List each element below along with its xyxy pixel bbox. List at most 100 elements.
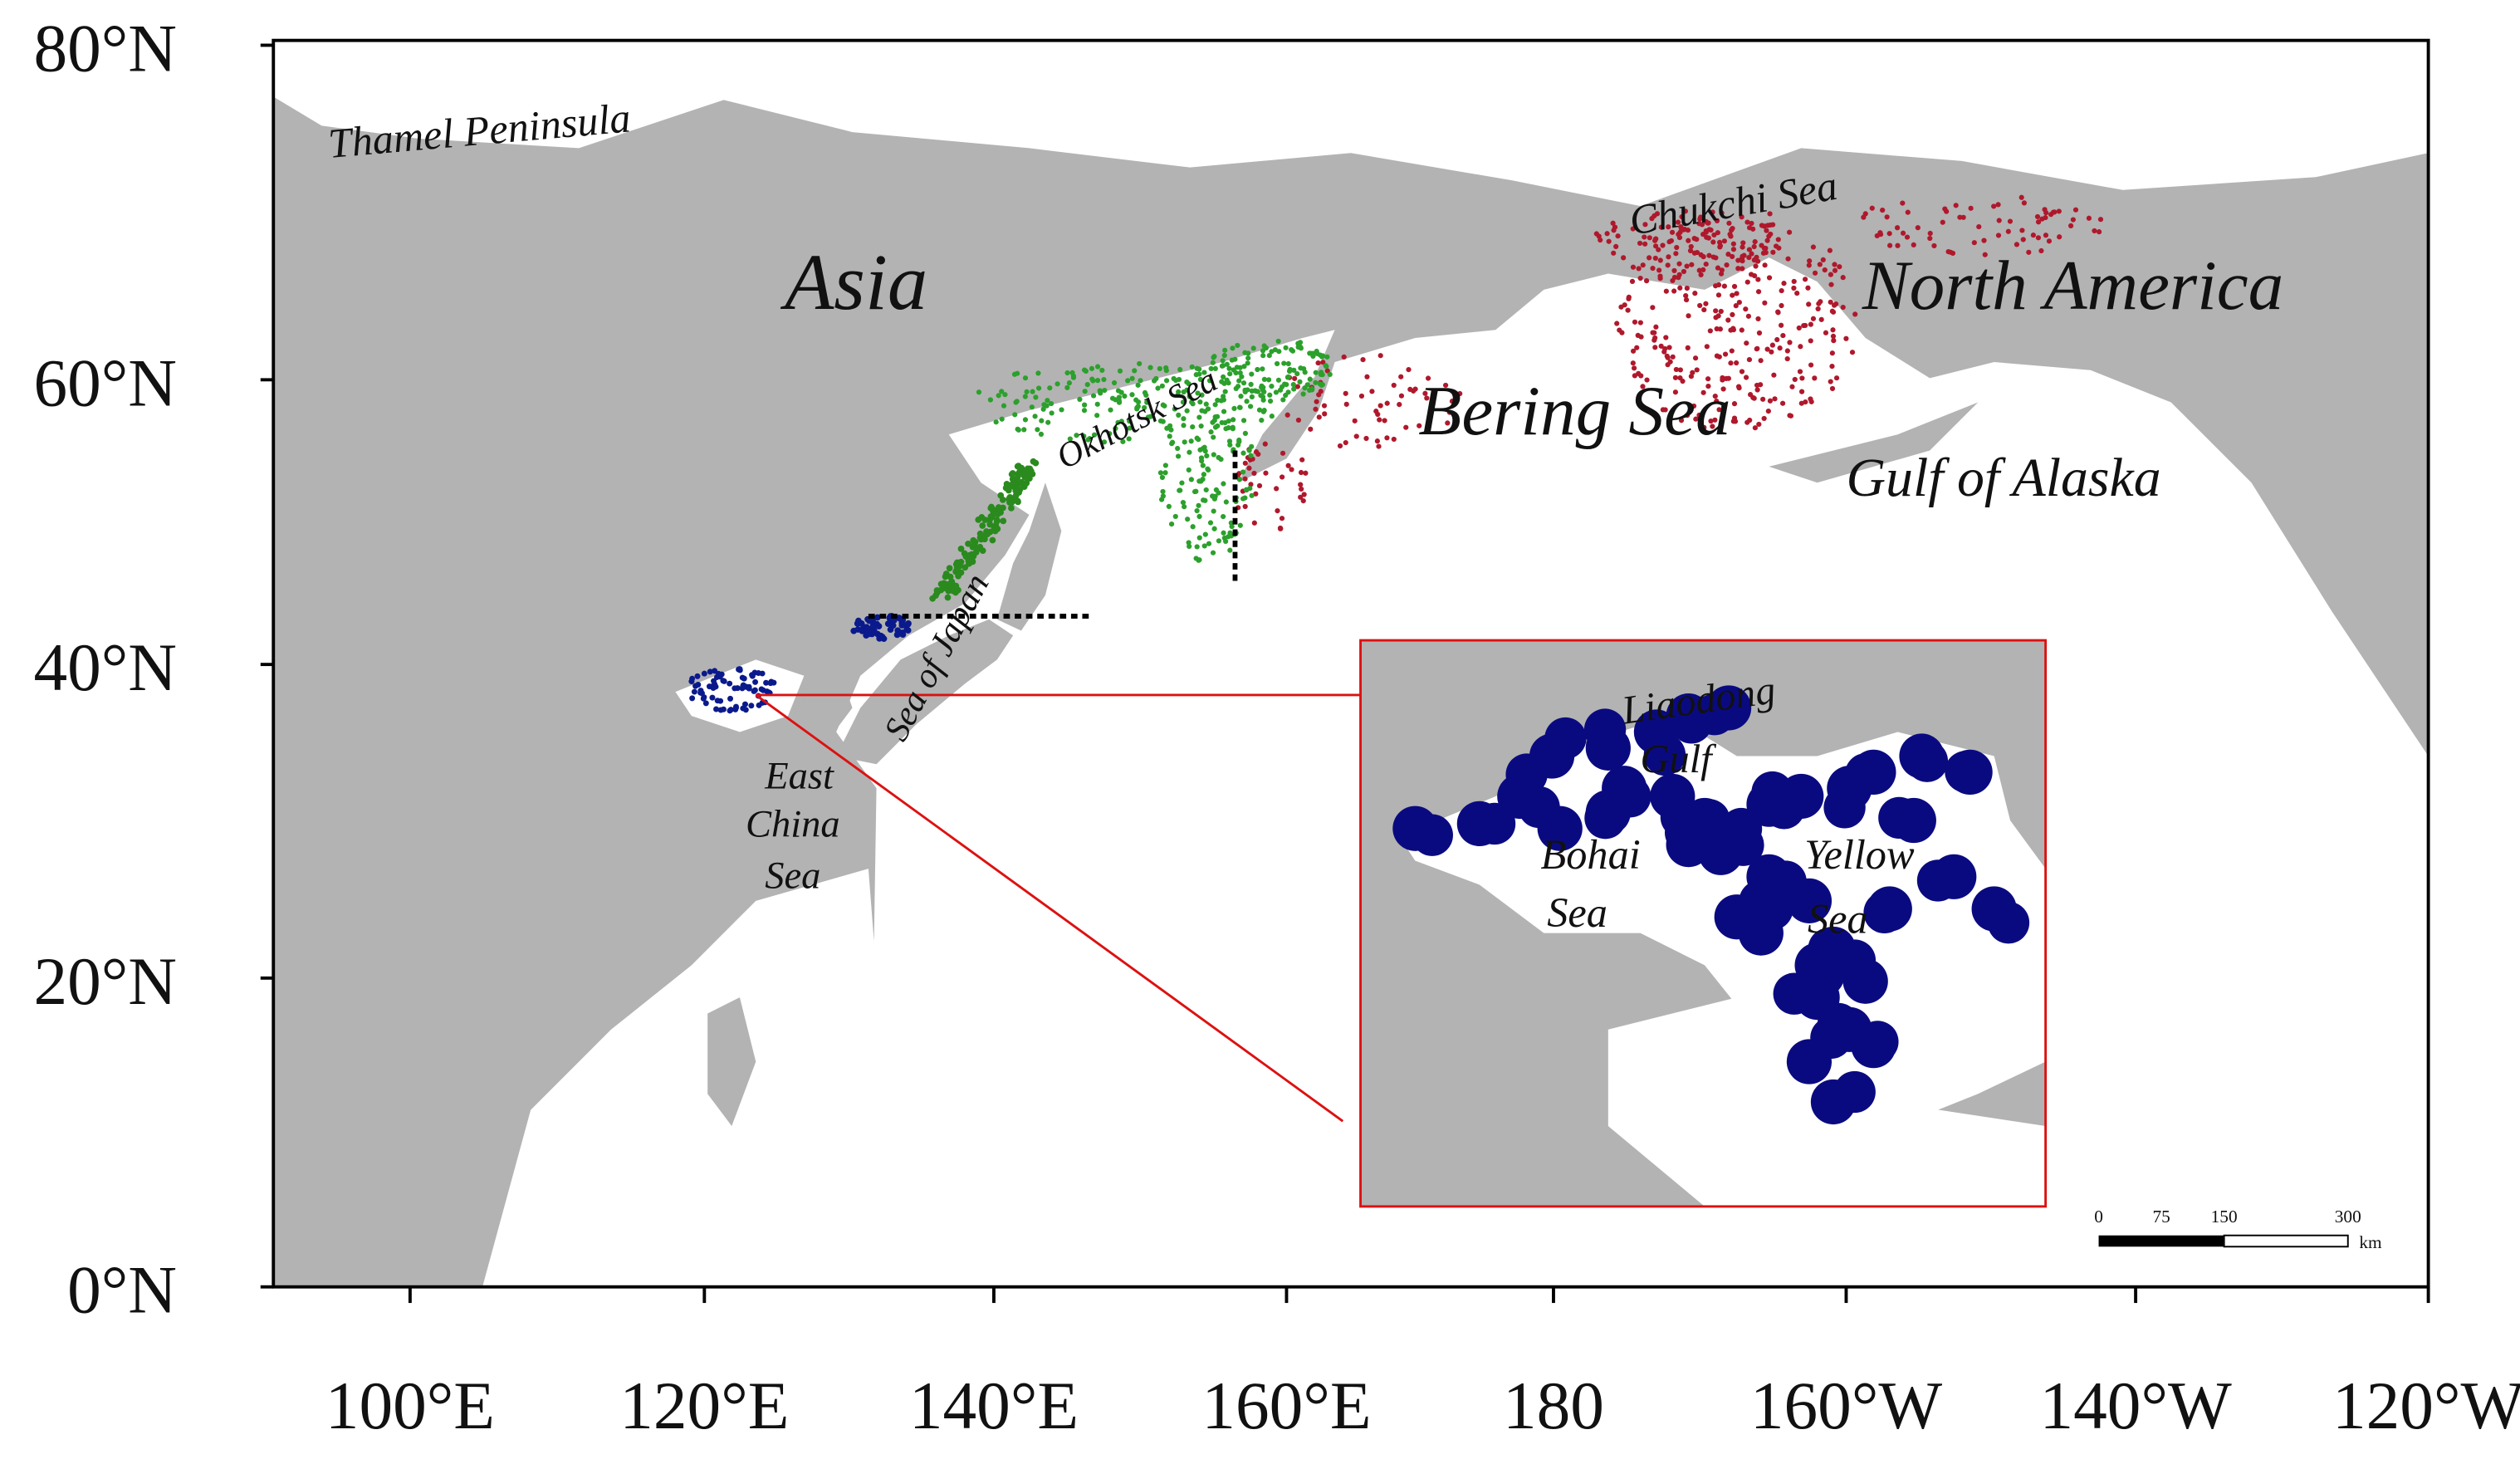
point xyxy=(1181,423,1187,428)
point xyxy=(884,620,892,627)
point xyxy=(1200,497,1206,503)
point xyxy=(875,623,883,629)
point xyxy=(1712,394,1718,399)
lat-label: 40°N xyxy=(33,630,177,705)
point xyxy=(1606,238,1612,244)
point xyxy=(1739,214,1744,220)
point xyxy=(1691,403,1697,409)
point xyxy=(1647,255,1652,261)
point xyxy=(1382,418,1387,424)
point xyxy=(1087,436,1093,442)
point xyxy=(2034,213,2041,220)
point xyxy=(1636,370,1642,376)
point xyxy=(1708,227,1714,233)
point xyxy=(1705,383,1711,389)
point xyxy=(869,617,876,624)
point xyxy=(1422,390,1428,396)
inset-label: Sea xyxy=(1808,896,1868,943)
point xyxy=(1212,365,1218,371)
point xyxy=(1684,263,1690,269)
point xyxy=(1730,292,1735,298)
point xyxy=(1763,245,1769,252)
point xyxy=(1284,375,1291,380)
point xyxy=(855,617,862,624)
point xyxy=(1671,288,1677,294)
point xyxy=(1613,243,1619,249)
point xyxy=(2086,215,2092,221)
point xyxy=(940,580,947,587)
point xyxy=(1788,413,1794,419)
point xyxy=(1710,239,1716,245)
point xyxy=(2020,237,2026,242)
point xyxy=(1740,258,1745,264)
point xyxy=(1621,255,1627,261)
point xyxy=(1242,389,1248,395)
point xyxy=(1960,214,1966,220)
point xyxy=(1991,203,1997,209)
point xyxy=(1266,377,1272,383)
point xyxy=(1771,372,1777,378)
point xyxy=(1747,392,1754,398)
point xyxy=(1159,383,1165,389)
point xyxy=(1720,807,1763,850)
point xyxy=(1292,375,1298,381)
point xyxy=(1099,367,1105,374)
point xyxy=(1705,376,1711,382)
point xyxy=(1249,371,1255,377)
point xyxy=(1672,375,1679,380)
point xyxy=(689,695,696,702)
point xyxy=(763,679,770,686)
point xyxy=(1971,240,1977,246)
point xyxy=(1157,470,1164,476)
point xyxy=(1906,740,1949,782)
point xyxy=(1298,494,1304,500)
point xyxy=(1927,230,1933,237)
point xyxy=(999,416,1005,422)
point xyxy=(1176,376,1182,383)
point xyxy=(2039,216,2045,222)
point xyxy=(1721,283,1727,289)
point xyxy=(1275,508,1280,514)
point xyxy=(1785,256,1791,262)
point xyxy=(1189,364,1195,370)
point xyxy=(1684,413,1691,419)
point xyxy=(1806,262,1812,268)
point xyxy=(1391,436,1397,443)
point xyxy=(1704,344,1710,350)
point xyxy=(933,587,941,594)
point xyxy=(1244,399,1250,404)
point xyxy=(1049,410,1054,416)
point xyxy=(1701,424,1707,430)
point xyxy=(1261,376,1267,382)
point xyxy=(1657,257,1663,263)
point xyxy=(1202,448,1208,454)
point xyxy=(1206,541,1212,546)
point xyxy=(965,540,971,547)
point xyxy=(1754,345,1760,351)
point xyxy=(873,614,881,621)
point xyxy=(1703,229,1709,235)
point xyxy=(965,557,972,565)
point xyxy=(1832,267,1838,273)
point xyxy=(1660,242,1666,248)
point xyxy=(1625,307,1631,313)
scale-segment xyxy=(2098,1235,2224,1247)
point xyxy=(1084,382,1090,388)
point xyxy=(1810,244,1817,250)
point xyxy=(1640,262,1646,268)
point xyxy=(1730,241,1736,247)
point xyxy=(949,587,957,595)
point xyxy=(1719,210,1725,216)
point xyxy=(1643,733,1686,776)
point xyxy=(1779,302,1784,309)
point xyxy=(1787,340,1793,345)
point xyxy=(989,536,996,544)
point xyxy=(1251,520,1257,526)
point xyxy=(1697,302,1703,309)
point xyxy=(1808,396,1813,402)
point xyxy=(1212,424,1219,430)
point xyxy=(1163,365,1169,371)
point xyxy=(1277,525,1284,531)
point xyxy=(1760,250,1767,256)
point xyxy=(1211,418,1217,424)
